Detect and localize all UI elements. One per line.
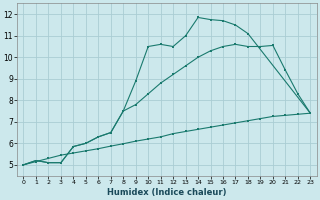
X-axis label: Humidex (Indice chaleur): Humidex (Indice chaleur) xyxy=(107,188,227,197)
